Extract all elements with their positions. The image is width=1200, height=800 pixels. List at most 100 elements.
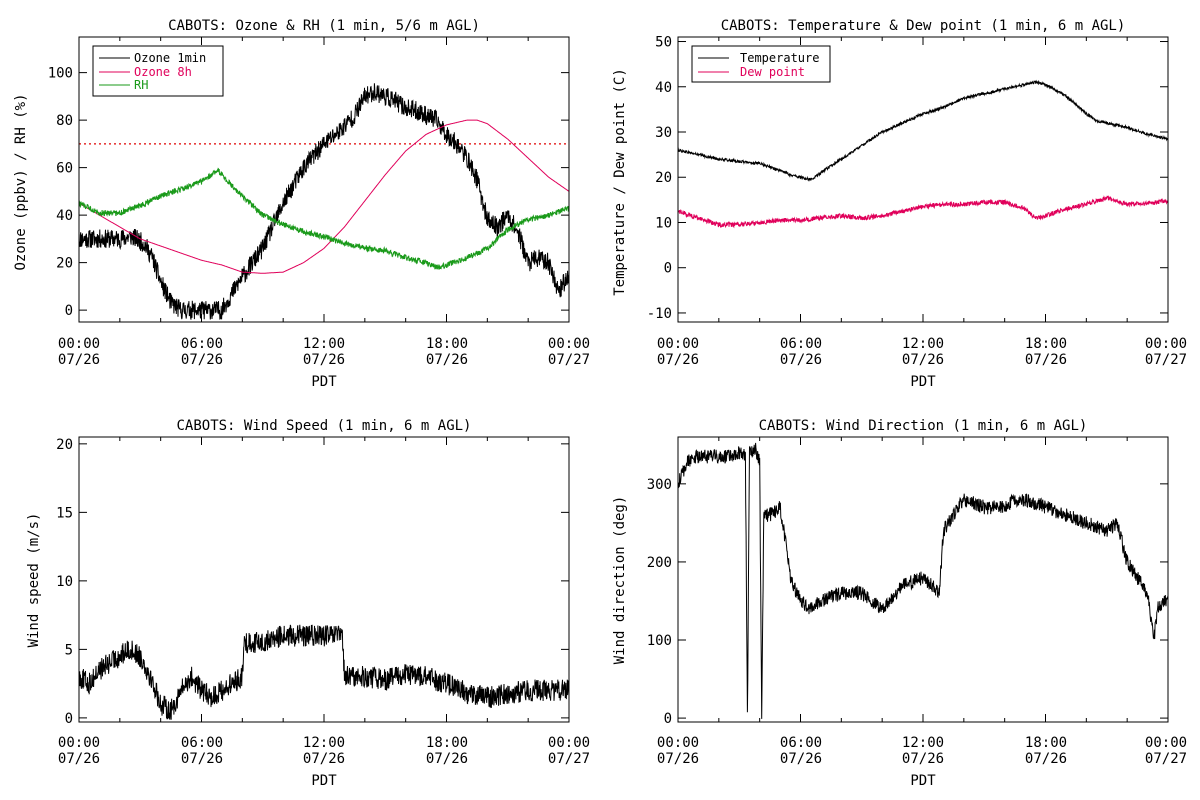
- x-tick-label: 07/26: [780, 352, 822, 368]
- y-ticks-wind-speed: 0 5 10 15 20: [56, 437, 569, 727]
- y-tick-label: -10: [647, 306, 672, 322]
- plot-frame-ozone-rh: [78, 36, 570, 323]
- y-tick-label: 80: [56, 113, 73, 129]
- plot-area-wind-direction: [677, 442, 1169, 719]
- x-axis-label-temp-dew: PDT: [910, 374, 936, 390]
- x-tick-label: 12:00: [902, 336, 944, 352]
- panel-wind-direction: CABOTS: Wind Direction (1 min, 6 m AGL) …: [612, 418, 1187, 789]
- x-tick-label: 18:00: [1025, 336, 1067, 352]
- y-tick-label: 10: [56, 574, 73, 590]
- y-tick-label: 15: [56, 505, 73, 521]
- x-tick-label: 18:00: [1025, 735, 1067, 751]
- y-tick-label: 20: [655, 170, 672, 186]
- series-line-wind-direction: [677, 442, 1169, 719]
- x-tick-label: 12:00: [303, 735, 345, 751]
- y-tick-label: 100: [48, 66, 73, 82]
- y-tick-label: 300: [647, 477, 672, 493]
- legend-label-dew-point: Dew point: [740, 65, 805, 79]
- plot-area-ozone-rh: [78, 83, 570, 320]
- x-tick-label: 07/26: [902, 751, 944, 767]
- x-tick-label: 00:00: [548, 735, 590, 751]
- y-tick-label: 0: [664, 711, 672, 727]
- chart-title-wind-speed: CABOTS: Wind Speed (1 min, 6 m AGL): [176, 418, 471, 434]
- x-tick-label: 00:00: [657, 336, 699, 352]
- x-ticks-ozone-rh: 00:00 07/26 06:00 07/26 12:00 07/26 18:0…: [58, 336, 590, 368]
- y-tick-label: 40: [56, 208, 73, 224]
- x-tick-label: 07/27: [548, 751, 590, 767]
- x-tick-label: 07/26: [780, 751, 822, 767]
- x-tick-label: 07/27: [1145, 751, 1187, 767]
- y-tick-label: 5: [65, 642, 73, 658]
- x-tick-label: 18:00: [426, 735, 468, 751]
- x-axis-label-wind-speed: PDT: [311, 773, 337, 789]
- x-tick-label: 12:00: [902, 735, 944, 751]
- chart-title-temp-dew: CABOTS: Temperature & Dew point (1 min, …: [721, 18, 1126, 34]
- y-tick-label: 20: [56, 256, 73, 272]
- panel-wind-speed: CABOTS: Wind Speed (1 min, 6 m AGL) Wind…: [26, 418, 590, 789]
- x-tick-label: 18:00: [426, 336, 468, 352]
- legend-label-ozone-8h: Ozone 8h: [134, 65, 192, 79]
- x-tick-label: 07/26: [58, 352, 100, 368]
- plot-area-wind-speed: [78, 624, 570, 720]
- series-line-rh: [78, 167, 570, 270]
- x-tick-label: 06:00: [780, 735, 822, 751]
- x-tick-label: 07/26: [657, 751, 699, 767]
- series-line-wind-speed: [78, 624, 570, 720]
- y-tick-label: 10: [655, 215, 672, 231]
- y-axis-label-ozone-rh: Ozone (ppbv) / RH (%): [13, 93, 29, 270]
- y-tick-label: 200: [647, 555, 672, 571]
- y-tick-label: 40: [655, 80, 672, 96]
- y-ticks-wind-direction: 0 100 200 300: [647, 477, 1168, 727]
- y-tick-label: 50: [655, 35, 672, 51]
- x-ticks-temp-dew: 00:00 07/26 06:00 07/26 12:00 07/26 18:0…: [657, 336, 1187, 368]
- x-tick-label: 07/26: [657, 352, 699, 368]
- legend-box: [691, 45, 831, 83]
- x-tick-label: 07/26: [1025, 751, 1067, 767]
- y-tick-label: 20: [56, 437, 73, 453]
- legend-ozone-rh: Ozone 1min Ozone 8h RH: [92, 45, 224, 97]
- x-tick-label: 00:00: [548, 336, 590, 352]
- x-tick-label: 07/26: [58, 751, 100, 767]
- y-ticks-temp-dew: -10 0 10 20 30 40 50: [647, 35, 1168, 322]
- x-tick-label: 07/26: [902, 352, 944, 368]
- x-tick-label: 06:00: [780, 336, 822, 352]
- x-tick-label: 00:00: [657, 735, 699, 751]
- x-axis-label-wind-direction: PDT: [910, 773, 936, 789]
- x-axis-label-ozone-rh: PDT: [311, 374, 337, 390]
- y-axis-label-wind-direction: Wind direction (deg): [612, 496, 628, 665]
- x-ticks-wind-direction: 00:00 07/26 06:00 07/26 12:00 07/26 18:0…: [657, 735, 1187, 767]
- x-tick-label: 00:00: [58, 735, 100, 751]
- x-tick-label: 07/26: [426, 352, 468, 368]
- x-tick-label: 00:00: [1145, 336, 1187, 352]
- legend-label-temperature: Temperature: [740, 51, 819, 65]
- x-ticks-wind-speed: 00:00 07/26 06:00 07/26 12:00 07/26 18:0…: [58, 735, 590, 767]
- y-tick-label: 0: [65, 303, 73, 319]
- y-tick-label: 60: [56, 161, 73, 177]
- plot-frame-wind-speed: [78, 436, 570, 723]
- y-tick-label: 30: [655, 125, 672, 141]
- x-tick-label: 07/26: [1025, 352, 1067, 368]
- y-axis-label-wind-speed: Wind speed (m/s): [26, 513, 42, 648]
- y-axis-label-temp-dew: Temperature / Dew point (C): [612, 68, 628, 296]
- x-tick-label: 07/26: [181, 352, 223, 368]
- x-tick-label: 07/27: [1145, 352, 1187, 368]
- legend-label-ozone-1min: Ozone 1min: [134, 51, 206, 65]
- x-tick-label: 00:00: [1145, 735, 1187, 751]
- x-tick-label: 00:00: [58, 336, 100, 352]
- series-line-ozone-8h: [78, 119, 570, 274]
- series-line-ozone-1min: [78, 83, 570, 320]
- x-tick-label: 07/26: [303, 352, 345, 368]
- x-tick-label: 07/26: [181, 751, 223, 767]
- series-line-dew-point: [677, 195, 1169, 229]
- y-tick-label: 100: [647, 633, 672, 649]
- panel-temp-dew: CABOTS: Temperature & Dew point (1 min, …: [612, 18, 1187, 390]
- y-ticks-ozone-rh: 0 20 40 60 80 100: [48, 66, 569, 319]
- y-tick-label: 0: [664, 261, 672, 277]
- legend-box: [92, 45, 224, 97]
- plot-frame-temp-dew: [677, 36, 1169, 323]
- x-tick-label: 07/26: [426, 751, 468, 767]
- x-tick-label: 06:00: [181, 336, 223, 352]
- x-tick-label: 12:00: [303, 336, 345, 352]
- y-tick-label: 0: [65, 711, 73, 727]
